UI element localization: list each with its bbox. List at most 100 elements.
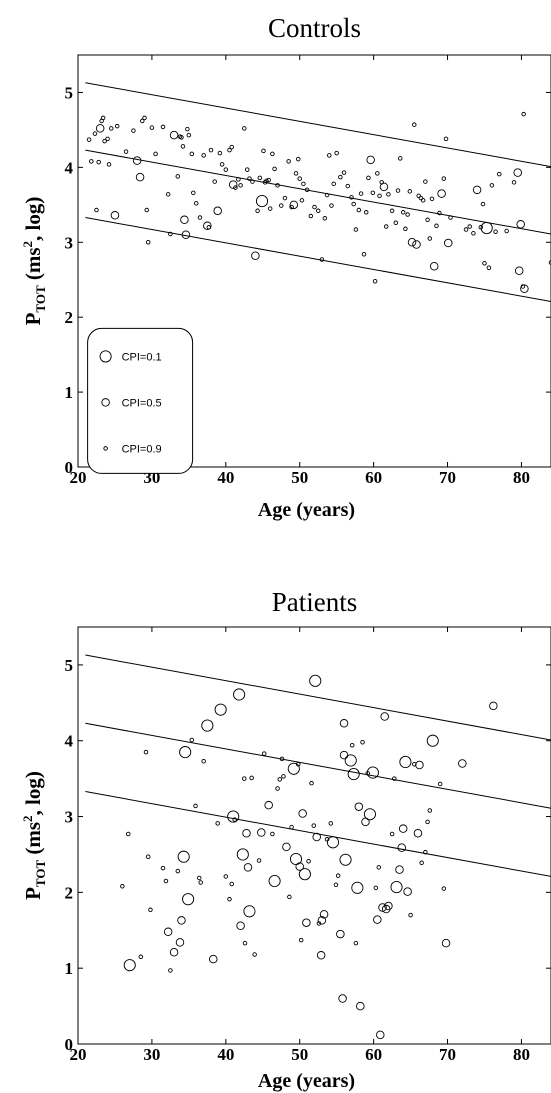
data-point — [295, 761, 301, 767]
data-point — [168, 231, 173, 237]
y-axis-label-post: , log) — [21, 771, 45, 815]
data-point — [261, 148, 266, 154]
y-axis-label-sub: TOT — [33, 860, 48, 888]
data-point — [250, 179, 255, 184]
data-point — [548, 260, 551, 265]
data-point — [189, 151, 195, 157]
y-tick-label: 5 — [65, 656, 74, 675]
data-point — [513, 168, 522, 177]
data-point — [165, 192, 171, 197]
data-point — [349, 743, 355, 748]
data-point — [206, 225, 212, 230]
data-point — [345, 183, 351, 189]
data-point — [278, 203, 284, 208]
data-point — [105, 136, 110, 142]
data-point — [255, 195, 269, 208]
y-tick-label: 4 — [65, 732, 74, 751]
data-point — [264, 800, 273, 810]
data-point — [415, 760, 424, 770]
data-point — [272, 166, 277, 172]
data-point — [196, 875, 202, 881]
data-point — [405, 212, 410, 217]
data-point — [145, 854, 151, 859]
data-point — [236, 848, 249, 861]
data-point — [96, 159, 101, 165]
data-point — [370, 190, 376, 196]
data-point — [363, 808, 376, 821]
data-point — [328, 821, 334, 826]
y-tick-label: 1 — [65, 383, 74, 402]
reference-line-1 — [85, 654, 551, 741]
data-point — [193, 803, 198, 809]
data-point — [267, 206, 273, 211]
data-point — [140, 118, 145, 124]
data-point — [319, 910, 329, 919]
data-point — [373, 915, 382, 924]
data-point — [379, 182, 389, 192]
data-point — [180, 144, 186, 149]
data-point — [514, 266, 524, 275]
data-point — [416, 193, 421, 199]
data-point — [297, 176, 302, 181]
legend-label: CPI=0.5 — [122, 397, 162, 409]
data-point — [356, 207, 362, 213]
data-point — [145, 240, 151, 245]
x-tick-label: 70 — [439, 1045, 456, 1064]
data-point — [175, 868, 181, 874]
data-point — [219, 162, 225, 167]
legend-marker — [101, 398, 110, 407]
data-point — [358, 191, 364, 196]
data-point — [148, 907, 153, 913]
data-point — [448, 215, 453, 220]
data-point — [480, 221, 493, 235]
x-tick-label: 20 — [70, 1045, 87, 1064]
y-tick-label: 3 — [65, 233, 74, 252]
data-point — [339, 853, 352, 866]
data-point — [143, 749, 149, 755]
data-point — [407, 189, 413, 194]
data-point — [437, 189, 446, 198]
data-point — [168, 968, 173, 973]
data-point — [257, 828, 266, 837]
x-tick-label: 80 — [513, 1045, 530, 1064]
data-point — [228, 180, 238, 189]
data-point — [423, 849, 428, 855]
data-point — [236, 177, 241, 182]
data-point — [298, 809, 307, 818]
data-point — [437, 210, 442, 216]
data-point — [197, 215, 203, 220]
data-point — [215, 821, 220, 826]
data-point — [163, 878, 169, 884]
data-point — [213, 206, 222, 216]
y-tick-label: 3 — [65, 808, 74, 827]
data-point — [275, 183, 280, 188]
data-point — [169, 948, 179, 957]
data-point — [293, 171, 299, 176]
x-tick-label: 50 — [291, 468, 308, 487]
data-point — [399, 755, 412, 769]
y-axis-label: PTOT (ms2, log) — [20, 197, 48, 326]
data-point — [252, 952, 257, 957]
data-point — [412, 122, 417, 127]
data-point — [333, 882, 339, 888]
reference-line-3 — [85, 217, 551, 302]
data-point — [270, 831, 275, 837]
data-point — [316, 921, 322, 926]
data-point — [182, 893, 195, 906]
x-tick-label: 60 — [365, 468, 382, 487]
data-point — [471, 231, 476, 236]
data-point — [311, 823, 317, 828]
data-point — [163, 927, 173, 937]
data-point — [403, 887, 412, 896]
data-point — [208, 954, 218, 964]
reference-line-2 — [85, 722, 551, 809]
data-point — [142, 115, 147, 121]
data-point — [208, 147, 214, 153]
data-point — [392, 776, 397, 781]
data-point — [331, 181, 336, 187]
data-point — [308, 213, 314, 219]
data-point — [275, 786, 280, 791]
data-point — [281, 774, 286, 779]
data-point — [114, 123, 120, 129]
data-point — [249, 775, 254, 781]
